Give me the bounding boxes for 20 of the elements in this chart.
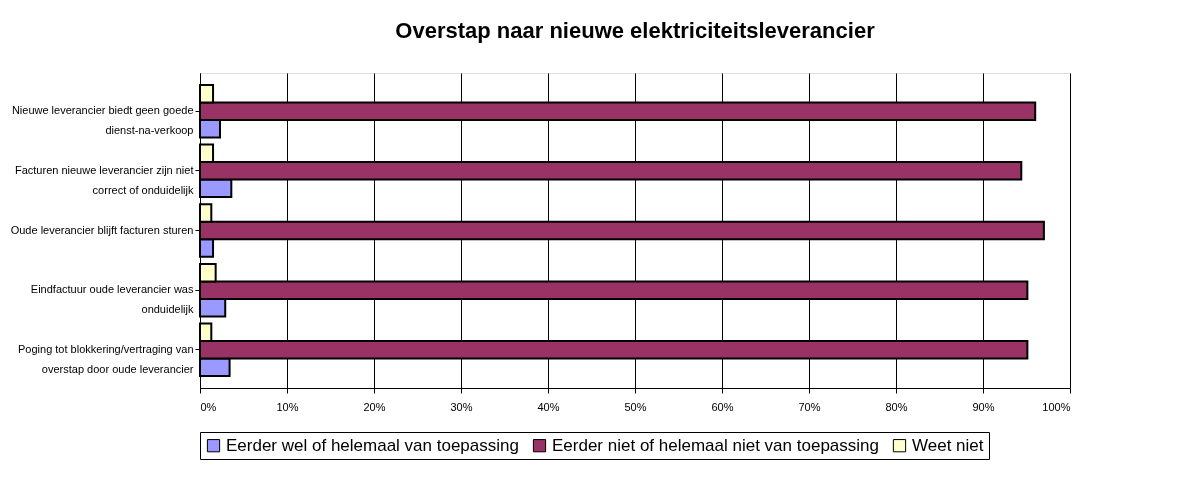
legend-label: Eerder wel of helemaal van toepassing (226, 435, 519, 455)
x-tick-label: 70% (798, 400, 821, 413)
x-tick-label: 40% (537, 400, 560, 413)
y-tick-label: Eindfactuur oude leverancier was onduidelijk (30, 283, 194, 316)
x-tick-label: 20% (363, 400, 386, 413)
x-tick-label: 50% (624, 400, 647, 413)
x-tick-label: 10% (276, 400, 299, 413)
x-tick-label: 60% (711, 400, 734, 413)
x-tick-label: 100% (1042, 400, 1071, 413)
y-tick-label: Poging tot blokkering/vertraging van overstap door oude leverancier (18, 342, 194, 375)
legend-label: Eerder niet of helemaal niet van toepassing (552, 435, 879, 455)
legend-label: Weet niet (912, 435, 984, 455)
x-tick-label: 0% (200, 400, 217, 413)
y-tick-label: Facturen nieuwe leverancier zijn niet correct of onduidelijk (14, 163, 194, 196)
y-tick-label: Nieuwe leverancier biedt geen goede dienst-na-verkoop (11, 104, 194, 137)
y-tick-label: Oude leverancier blijft facturen sturen (10, 223, 194, 236)
x-tick-label: 80% (885, 400, 908, 413)
x-tick-label: 90% (972, 400, 995, 413)
x-tick-label: 30% (450, 400, 473, 413)
chart-title: Overstap naar nieuwe elektriciteitsleverancier (395, 18, 876, 43)
